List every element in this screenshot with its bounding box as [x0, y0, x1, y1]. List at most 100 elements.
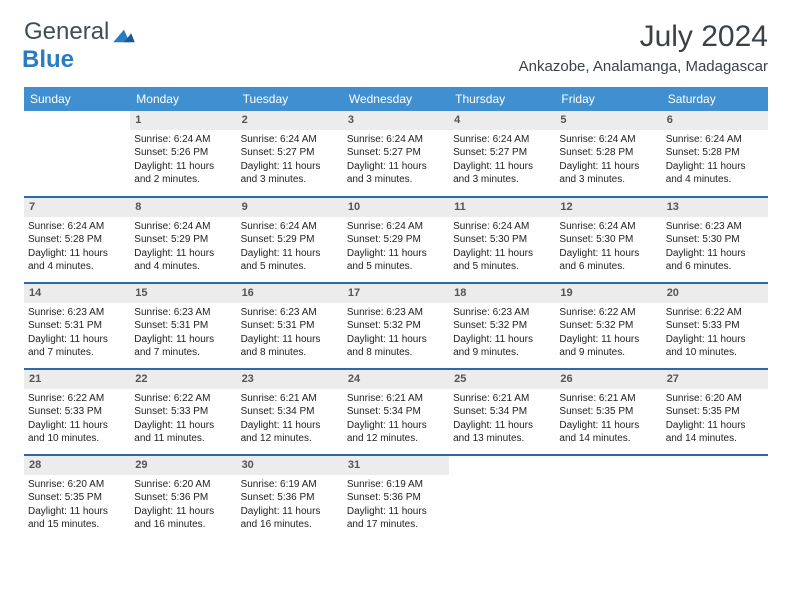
daylight-line: Daylight: 11 hours and 13 minutes.	[453, 419, 551, 446]
day-cell: 30Sunrise: 6:19 AMSunset: 5:36 PMDayligh…	[237, 455, 343, 541]
daylight-line: Daylight: 11 hours and 5 minutes.	[241, 247, 339, 274]
sunset-line: Sunset: 5:29 PM	[134, 233, 232, 247]
day-number: 27	[662, 370, 768, 389]
sunset-line: Sunset: 5:35 PM	[666, 405, 764, 419]
sunset-line: Sunset: 5:33 PM	[666, 319, 764, 333]
daylight-line: Daylight: 11 hours and 16 minutes.	[241, 505, 339, 532]
day-number: 9	[237, 198, 343, 217]
day-cell: 14Sunrise: 6:23 AMSunset: 5:31 PMDayligh…	[24, 283, 130, 369]
day-number: 4	[449, 111, 555, 130]
day-cell: 29Sunrise: 6:20 AMSunset: 5:36 PMDayligh…	[130, 455, 236, 541]
day-number: 21	[24, 370, 130, 389]
logo-icon	[113, 26, 135, 44]
sunrise-line: Sunrise: 6:24 AM	[559, 220, 657, 234]
sunrise-line: Sunrise: 6:21 AM	[241, 392, 339, 406]
daylight-line: Daylight: 11 hours and 3 minutes.	[241, 160, 339, 187]
sunset-line: Sunset: 5:30 PM	[559, 233, 657, 247]
daylight-line: Daylight: 11 hours and 3 minutes.	[559, 160, 657, 187]
sunset-line: Sunset: 5:32 PM	[347, 319, 445, 333]
day-number: 12	[555, 198, 661, 217]
weekday-header: Thursday	[449, 87, 555, 111]
daylight-line: Daylight: 11 hours and 4 minutes.	[28, 247, 126, 274]
sunrise-line: Sunrise: 6:22 AM	[559, 306, 657, 320]
sunset-line: Sunset: 5:29 PM	[347, 233, 445, 247]
day-cell: 12Sunrise: 6:24 AMSunset: 5:30 PMDayligh…	[555, 197, 661, 283]
day-cell: 20 Sunrise: 6:22 AMSunset: 5:33 PMDayligh…	[662, 283, 768, 369]
sunrise-line: Sunrise: 6:24 AM	[134, 133, 232, 147]
sunrise-line: Sunrise: 6:23 AM	[347, 306, 445, 320]
weekday-header: Saturday	[662, 87, 768, 111]
sunrise-line: Sunrise: 6:22 AM	[666, 306, 764, 320]
day-cell: 24Sunrise: 6:21 AMSunset: 5:34 PMDayligh…	[343, 369, 449, 455]
sunset-line: Sunset: 5:30 PM	[453, 233, 551, 247]
sunrise-line: Sunrise: 6:20 AM	[666, 392, 764, 406]
day-cell: 7Sunrise: 6:24 AMSunset: 5:28 PMDaylight…	[24, 197, 130, 283]
daylight-line: Daylight: 11 hours and 12 minutes.	[347, 419, 445, 446]
day-number: 11	[449, 198, 555, 217]
sunrise-line: Sunrise: 6:20 AM	[28, 478, 126, 492]
daylight-line: Daylight: 11 hours and 6 minutes.	[666, 247, 764, 274]
weekday-header: Monday	[130, 87, 236, 111]
day-number: 6	[662, 111, 768, 130]
day-number: 26	[555, 370, 661, 389]
sunset-line: Sunset: 5:35 PM	[28, 491, 126, 505]
day-number: 15	[130, 284, 236, 303]
day-number: 31	[343, 456, 449, 475]
sunrise-line: Sunrise: 6:23 AM	[28, 306, 126, 320]
empty-cell: .	[449, 455, 555, 541]
day-cell: 19 Sunrise: 6:22 AMSunset: 5:32 PMDayligh…	[555, 283, 661, 369]
sunrise-line: Sunrise: 6:23 AM	[241, 306, 339, 320]
logo-text-1: General	[24, 20, 109, 44]
daylight-line: Daylight: 11 hours and 5 minutes.	[347, 247, 445, 274]
sunrise-line: Sunrise: 6:24 AM	[241, 220, 339, 234]
sunrise-line: Sunrise: 6:24 AM	[134, 220, 232, 234]
daylight-line: Daylight: 11 hours and 9 minutes.	[559, 333, 657, 360]
day-number: 20	[662, 284, 768, 303]
daylight-line: Daylight: 11 hours and 10 minutes.	[666, 333, 764, 360]
day-cell: 23Sunrise: 6:21 AMSunset: 5:34 PMDayligh…	[237, 369, 343, 455]
day-cell: 22Sunrise: 6:22 AMSunset: 5:33 PMDayligh…	[130, 369, 236, 455]
daylight-line: Daylight: 11 hours and 4 minutes.	[666, 160, 764, 187]
sunset-line: Sunset: 5:27 PM	[241, 146, 339, 160]
sunset-line: Sunset: 5:26 PM	[134, 146, 232, 160]
day-number: 25	[449, 370, 555, 389]
day-cell: 28Sunrise: 6:20 AMSunset: 5:35 PMDayligh…	[24, 455, 130, 541]
day-cell: 3Sunrise: 6:24 AMSunset: 5:27 PMDaylight…	[343, 111, 449, 197]
empty-cell: .	[24, 111, 130, 197]
weekday-header: Wednesday	[343, 87, 449, 111]
day-cell: 8Sunrise: 6:24 AMSunset: 5:29 PMDaylight…	[130, 197, 236, 283]
day-cell: 9 Sunrise: 6:24 AMSunset: 5:29 PMDaylight…	[237, 197, 343, 283]
sunset-line: Sunset: 5:31 PM	[28, 319, 126, 333]
sunset-line: Sunset: 5:28 PM	[28, 233, 126, 247]
sunset-line: Sunset: 5:32 PM	[453, 319, 551, 333]
day-number: 29	[130, 456, 236, 475]
daylight-line: Daylight: 11 hours and 2 minutes.	[134, 160, 232, 187]
day-number: 17	[343, 284, 449, 303]
sunrise-line: Sunrise: 6:21 AM	[559, 392, 657, 406]
day-cell: 15Sunrise: 6:23 AMSunset: 5:31 PMDayligh…	[130, 283, 236, 369]
daylight-line: Daylight: 11 hours and 3 minutes.	[347, 160, 445, 187]
day-cell: 4Sunrise: 6:24 AMSunset: 5:27 PMDaylight…	[449, 111, 555, 197]
sunrise-line: Sunrise: 6:19 AM	[347, 478, 445, 492]
sunset-line: Sunset: 5:34 PM	[241, 405, 339, 419]
empty-cell: .	[662, 455, 768, 541]
sunset-line: Sunset: 5:32 PM	[559, 319, 657, 333]
sunrise-line: Sunrise: 6:24 AM	[347, 220, 445, 234]
sunrise-line: Sunrise: 6:24 AM	[453, 133, 551, 147]
daylight-line: Daylight: 11 hours and 7 minutes.	[134, 333, 232, 360]
day-number: 7	[24, 198, 130, 217]
day-number: 19	[555, 284, 661, 303]
sunset-line: Sunset: 5:34 PM	[453, 405, 551, 419]
location-text: Ankazobe, Analamanga, Madagascar	[519, 58, 768, 75]
sunset-line: Sunset: 5:27 PM	[453, 146, 551, 160]
month-title: July 2024	[519, 20, 768, 54]
day-number: 14	[24, 284, 130, 303]
daylight-line: Daylight: 11 hours and 8 minutes.	[241, 333, 339, 360]
logo-text-2: Blue	[22, 48, 74, 72]
day-number: 24	[343, 370, 449, 389]
daylight-line: Daylight: 11 hours and 5 minutes.	[453, 247, 551, 274]
sunset-line: Sunset: 5:29 PM	[241, 233, 339, 247]
daylight-line: Daylight: 11 hours and 10 minutes.	[28, 419, 126, 446]
day-cell: 1Sunrise: 6:24 AMSunset: 5:26 PMDaylight…	[130, 111, 236, 197]
sunrise-line: Sunrise: 6:24 AM	[559, 133, 657, 147]
